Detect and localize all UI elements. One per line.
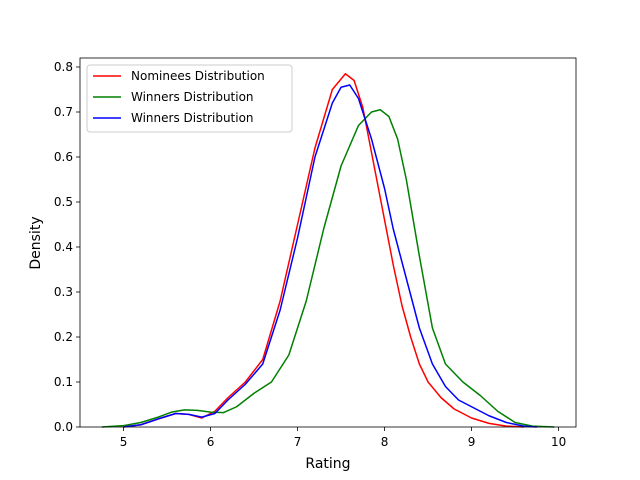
y-tick-label: 0.2 bbox=[54, 330, 73, 344]
x-axis-label: Rating bbox=[305, 456, 350, 472]
x-tick-label: 6 bbox=[207, 435, 215, 449]
x-tick-label: 9 bbox=[468, 435, 476, 449]
y-tick-label: 0.6 bbox=[54, 150, 73, 164]
y-tick-label: 0.0 bbox=[54, 420, 73, 434]
y-axis-ticks: 0.0 0.1 0.2 0.3 0.4 0.5 0.6 0.7 0.8 bbox=[54, 60, 80, 434]
series-line-2 bbox=[101, 109, 555, 428]
series-line-3 bbox=[123, 84, 537, 428]
x-tick-label: 10 bbox=[551, 435, 566, 449]
x-axis-ticks: 5 6 7 8 9 10 bbox=[120, 427, 566, 449]
legend-box bbox=[86, 64, 293, 133]
y-tick-label: 0.1 bbox=[54, 375, 73, 389]
x-tick-label: 7 bbox=[294, 435, 302, 449]
legend-label: Winners Distribution bbox=[131, 111, 254, 125]
y-axis-label: Density bbox=[28, 216, 44, 269]
x-tick-label: 8 bbox=[381, 435, 389, 449]
y-tick-label: 0.7 bbox=[54, 105, 73, 119]
x-tick-label: 5 bbox=[120, 435, 128, 449]
y-tick-label: 0.8 bbox=[54, 60, 73, 74]
legend-label: Nominees Distribution bbox=[131, 69, 265, 83]
legend: Nominees Distribution Winners Distributio… bbox=[86, 64, 293, 133]
axes-frame bbox=[79, 57, 577, 428]
y-tick-label: 0.4 bbox=[54, 240, 73, 254]
legend-label: Winners Distribution bbox=[131, 90, 254, 104]
y-tick-label: 0.5 bbox=[54, 195, 73, 209]
y-tick-label: 0.3 bbox=[54, 285, 73, 299]
